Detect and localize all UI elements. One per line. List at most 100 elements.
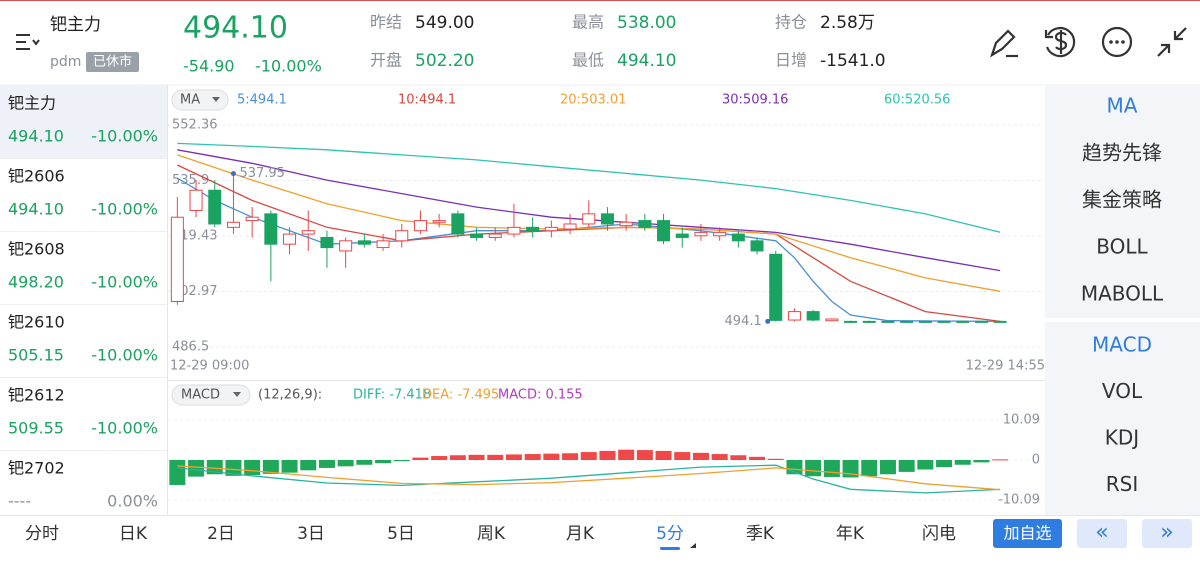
candle-body [862, 320, 876, 323]
min-marker [765, 318, 771, 324]
macd-bar [992, 459, 1009, 461]
watch-price: 505.15 [8, 346, 64, 365]
indicator-option[interactable]: MACD [1092, 333, 1152, 357]
stat-value: 494.10 [617, 51, 676, 71]
candle-body [675, 233, 689, 238]
price-change-pct: -10.00% [255, 57, 322, 76]
macd-bar [468, 454, 485, 460]
macd-bar [262, 460, 279, 474]
max-label: 537.95 [239, 166, 285, 181]
next-button[interactable] [1142, 519, 1192, 548]
watch-name[interactable]: 钯2702 [8, 459, 65, 478]
macd-bar [412, 457, 429, 460]
period-tab[interactable]: 分时 [25, 524, 59, 544]
macd-bar [823, 460, 840, 478]
candle-body [600, 213, 614, 225]
watch-change: -10.00% [91, 273, 158, 292]
indicator-option[interactable]: MA [1107, 94, 1138, 118]
macd-bar [936, 460, 953, 468]
macd-bar [674, 452, 691, 460]
period-tab[interactable]: 3日 [297, 524, 325, 544]
macd-bar [487, 454, 504, 460]
period-tab[interactable]: 5分 [656, 524, 684, 544]
candle-body [470, 233, 484, 238]
prev-button[interactable] [1077, 519, 1127, 548]
period-tab[interactable]: 5日 [387, 524, 415, 544]
candle-body [544, 226, 558, 232]
x-end-label: 12-29 14:55 [966, 359, 1045, 374]
indicator-option[interactable]: VOL [1102, 379, 1143, 403]
period-tab[interactable]: 周K [477, 524, 506, 544]
watch-price: 494.10 [8, 127, 64, 146]
stat-label: 持仓 [775, 13, 807, 32]
period-tab[interactable]: 2日 [207, 524, 235, 544]
macd-bar [356, 460, 373, 465]
candle-body [563, 223, 577, 230]
ma-selector-label: MA [180, 93, 200, 108]
sub-indicator-panel [1045, 322, 1200, 515]
macd-bar [898, 460, 915, 472]
watch-price: 494.10 [8, 200, 64, 219]
macd-bar [655, 450, 672, 460]
selected-row [0, 85, 167, 158]
watch-name[interactable]: 钯2612 [8, 386, 65, 405]
candle-body [937, 320, 951, 323]
macd-bar [300, 460, 317, 471]
macd-bar [188, 460, 205, 477]
indicator-option[interactable]: 集金策略 [1082, 188, 1162, 212]
indicator-option[interactable]: 趋势先锋 [1082, 141, 1162, 165]
macd-bar [337, 460, 354, 467]
period-tab[interactable]: 年K [836, 524, 865, 544]
watch-name[interactable]: 钯2608 [8, 240, 65, 259]
candle-body [357, 240, 371, 245]
watch-name[interactable]: 钯2610 [8, 313, 65, 332]
macd-selector[interactable] [171, 384, 251, 406]
add-button-label: 加自选 [1003, 524, 1051, 543]
stat-value: 549.00 [415, 13, 474, 33]
instrument-code: pdm [50, 54, 81, 70]
indicator-option[interactable]: MABOLL [1081, 282, 1164, 306]
period-tab[interactable]: 闪电 [922, 524, 956, 544]
candle-body [993, 320, 1007, 323]
macd-selector-label: MACD [181, 388, 220, 403]
draw-icon[interactable] [990, 29, 1018, 58]
last-price: 494.10 [183, 11, 288, 46]
menu-icon[interactable] [16, 34, 40, 50]
next-button-label: » [1160, 520, 1173, 545]
watch-name[interactable]: 钯2606 [8, 167, 65, 186]
candle-body [320, 236, 334, 249]
currency-icon[interactable] [1044, 26, 1076, 58]
ma-selector[interactable] [171, 89, 229, 111]
candle-body [713, 231, 727, 237]
watch-change: -10.00% [91, 127, 158, 146]
y-tick-label: 0 [1032, 453, 1040, 468]
indicator-option[interactable]: KDJ [1105, 426, 1139, 450]
stat-value: 2.58万 [820, 13, 875, 33]
shrink-icon[interactable] [1157, 27, 1187, 57]
period-tab[interactable]: 月K [566, 524, 595, 544]
more-icon[interactable] [1101, 26, 1133, 58]
market-status: 已休市 [93, 54, 132, 70]
legend-entry: MACD: 0.155 [498, 388, 583, 403]
macd-bar [618, 449, 635, 460]
add-button[interactable] [993, 519, 1062, 548]
indicator-option[interactable]: BOLL [1096, 235, 1148, 259]
candle-body [432, 220, 446, 223]
y-tick-label: 486.5 [172, 340, 209, 355]
legend-entry: DIFF: -7.418 [353, 388, 431, 403]
max-marker [230, 171, 236, 177]
indicator-line [177, 465, 1001, 491]
candle-body [208, 189, 222, 225]
legend-entry: 30:509.16 [722, 93, 788, 108]
macd-bar [954, 460, 971, 465]
y-tick-label: -10.09 [998, 493, 1040, 508]
indicator-option[interactable]: RSI [1106, 472, 1139, 496]
macd-bar [730, 455, 747, 460]
period-tab[interactable]: 季K [746, 524, 775, 544]
legend-entry: 20:503.01 [560, 93, 626, 108]
candle-body [918, 320, 932, 323]
macd-bar [562, 453, 579, 460]
watch-name[interactable]: 钯主力 [8, 94, 56, 113]
period-tab[interactable]: 日K [119, 524, 148, 544]
macd-bar [749, 456, 766, 460]
